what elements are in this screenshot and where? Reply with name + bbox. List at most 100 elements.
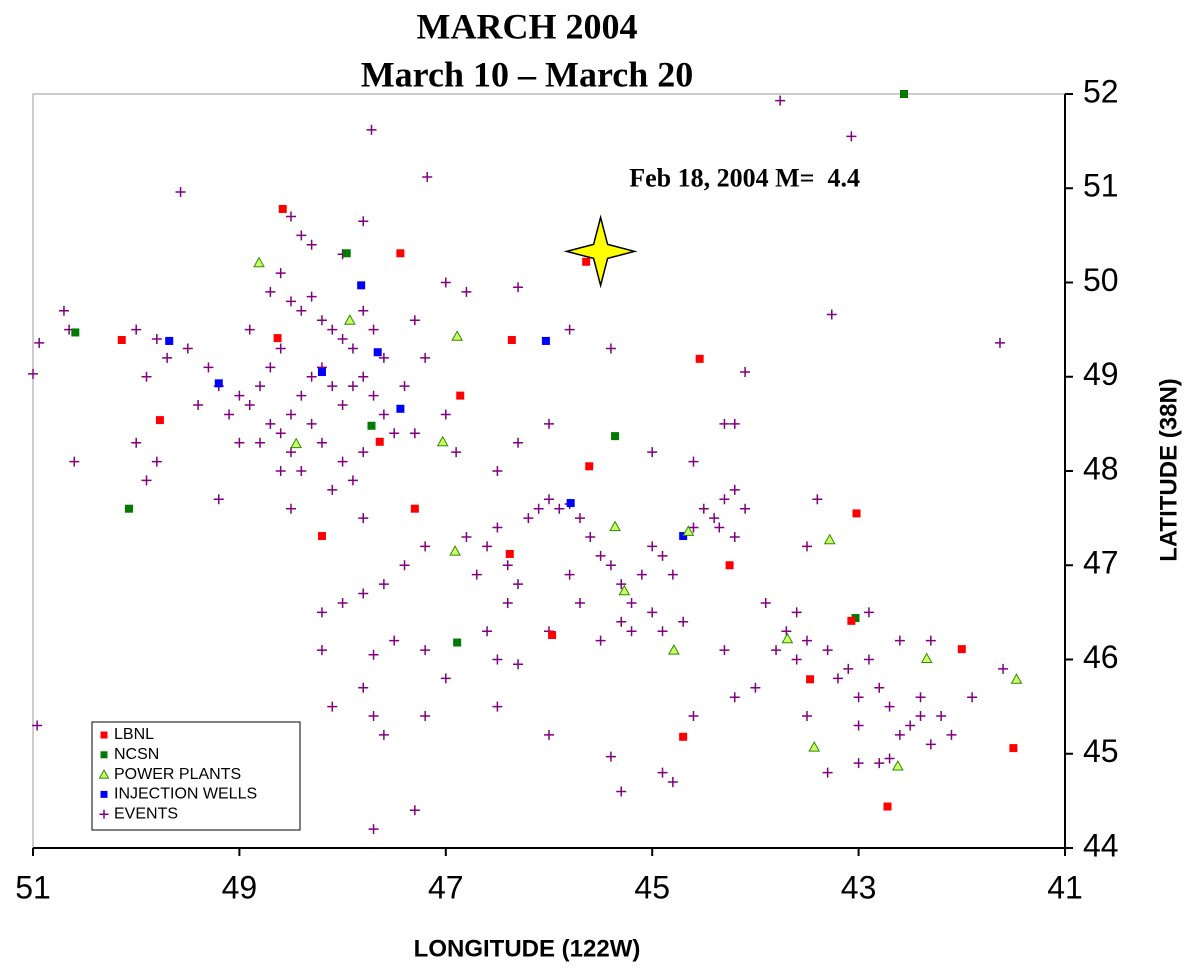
point [203, 362, 214, 373]
point [826, 309, 837, 320]
point [306, 291, 317, 302]
point [750, 682, 761, 693]
point [389, 428, 400, 439]
point [513, 282, 524, 293]
point [657, 767, 668, 778]
point [265, 286, 276, 297]
point [193, 400, 204, 411]
point [461, 531, 472, 542]
point [244, 400, 255, 411]
point [396, 249, 405, 258]
point [595, 635, 606, 646]
point [775, 95, 786, 106]
point [449, 545, 461, 556]
point [389, 635, 400, 646]
point [347, 381, 358, 392]
point [255, 437, 266, 448]
point [255, 381, 266, 392]
legend-marker [98, 769, 110, 779]
y-tick-label: 48 [1083, 450, 1119, 486]
chart-subtitle: March 10 – March 20 [361, 54, 694, 94]
point [368, 649, 379, 660]
point [456, 391, 465, 400]
point [358, 447, 369, 458]
legend-label: NCSN [114, 746, 159, 763]
x-axis-title: LONGITUDE (122W) [414, 935, 641, 962]
point [436, 435, 449, 447]
point [609, 520, 621, 532]
point [327, 381, 338, 392]
point [492, 466, 503, 476]
point [925, 739, 936, 750]
point [507, 335, 516, 344]
point [316, 645, 327, 656]
point [327, 484, 338, 495]
point [378, 579, 389, 590]
point [358, 305, 369, 316]
y-tick-label: 47 [1083, 545, 1119, 581]
point [760, 597, 771, 608]
point [357, 281, 366, 290]
point [667, 569, 678, 580]
point [358, 371, 369, 382]
point [165, 336, 174, 345]
point [523, 513, 534, 524]
legend-box [91, 721, 301, 831]
point [626, 626, 637, 637]
point [131, 324, 142, 335]
point [611, 432, 620, 441]
point [234, 437, 245, 448]
y-axis-title: LATITUDE (38N) [1155, 378, 1182, 562]
point [808, 741, 821, 752]
point [286, 447, 296, 458]
point [647, 607, 658, 618]
point [994, 337, 1005, 348]
point [740, 503, 751, 514]
point [306, 371, 317, 382]
legend-marker [100, 790, 108, 798]
point [688, 456, 699, 467]
point [853, 692, 864, 703]
point [719, 494, 730, 505]
point [368, 824, 379, 835]
point [502, 597, 513, 608]
point [131, 437, 142, 448]
annotation-text: Feb 18, 2004 M= 4.4 [629, 163, 860, 192]
point [213, 494, 224, 505]
point [347, 475, 358, 486]
point [566, 499, 575, 508]
point [647, 541, 658, 552]
point [296, 230, 307, 241]
point [513, 579, 524, 590]
point [273, 334, 282, 343]
point [440, 673, 451, 684]
point [420, 352, 431, 363]
point [492, 701, 503, 712]
y-tick-label: 44 [1083, 827, 1119, 863]
point [806, 675, 815, 684]
point [151, 456, 162, 467]
point [657, 550, 668, 561]
point [771, 645, 782, 656]
point [679, 532, 688, 541]
point [347, 343, 358, 354]
point [618, 584, 631, 596]
point [714, 522, 725, 533]
x-tick-label: 43 [841, 869, 877, 905]
point [317, 368, 326, 377]
point [967, 692, 978, 703]
point [306, 239, 317, 250]
point [368, 390, 379, 401]
point [791, 654, 802, 665]
point [286, 296, 296, 307]
point [317, 532, 326, 541]
point [853, 720, 864, 731]
x-tick-label: 49 [222, 869, 258, 905]
point [719, 645, 730, 656]
point [1009, 744, 1018, 753]
point [265, 362, 276, 373]
point [920, 652, 933, 664]
point [275, 343, 286, 354]
legend-marker [99, 809, 109, 819]
